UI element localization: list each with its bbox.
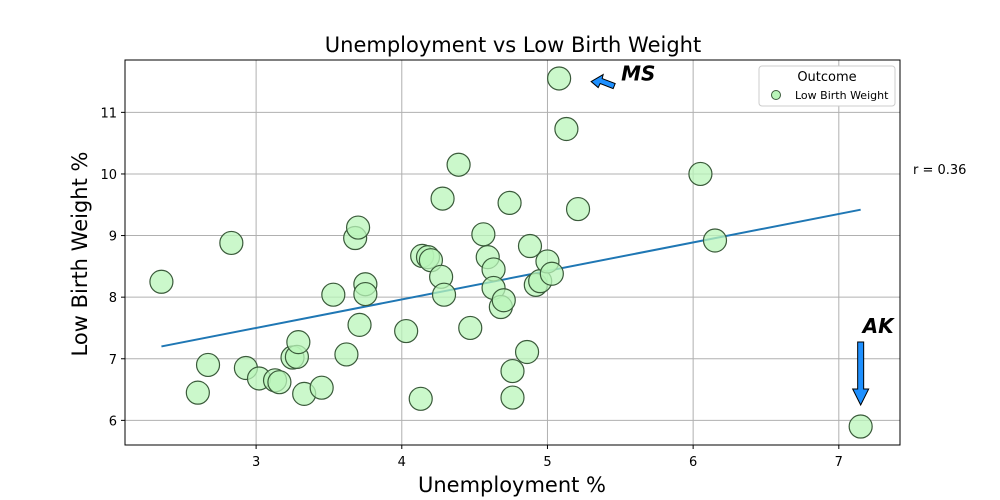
ms-annotation-label: MS	[621, 62, 655, 86]
data-points	[149, 66, 873, 439]
x-axis-label: Unemployment %	[418, 473, 606, 497]
data-point	[321, 282, 346, 307]
x-tick-label: 3	[252, 455, 260, 470]
data-point	[688, 161, 713, 187]
correlation-label: r = 0.36	[913, 163, 966, 178]
data-point	[219, 230, 244, 256]
annotations: MS AK	[590, 62, 895, 407]
y-axis-label: Low Birth Weight %	[68, 152, 92, 357]
data-point	[702, 228, 728, 253]
data-point	[514, 339, 540, 365]
ak-arrow	[851, 341, 870, 407]
data-point	[347, 312, 372, 337]
data-point	[547, 66, 572, 91]
data-point	[309, 375, 334, 400]
y-tick-label: 7	[109, 353, 117, 368]
data-point	[500, 358, 525, 384]
grid-lines	[125, 60, 900, 445]
data-point	[554, 116, 579, 142]
chart-title: Unemployment vs Low Birth Weight	[325, 33, 701, 57]
x-tick-label: 5	[543, 455, 551, 470]
legend-title: Outcome	[797, 70, 856, 85]
y-tick-label: 8	[109, 291, 117, 306]
legend: Outcome Low Birth Weight	[758, 65, 896, 107]
data-point	[848, 414, 873, 439]
data-point	[500, 385, 525, 410]
ms-arrow	[590, 73, 616, 90]
data-point	[565, 196, 591, 222]
plot-frame	[124, 59, 901, 446]
trendline	[161, 208, 861, 348]
data-point	[267, 370, 292, 395]
y-tick-label: 6	[109, 414, 117, 429]
data-point	[334, 342, 359, 367]
trendline-group	[161, 208, 861, 348]
data-point	[430, 186, 455, 211]
data-point	[471, 222, 496, 247]
data-point	[394, 318, 419, 344]
y-tick-label: 9	[109, 230, 117, 245]
data-point	[517, 233, 543, 259]
x-tick-label: 7	[835, 455, 843, 470]
data-point	[431, 282, 457, 307]
data-point	[345, 215, 371, 240]
legend-marker	[771, 90, 781, 100]
data-point	[149, 269, 174, 294]
data-point	[286, 330, 311, 355]
x-axis-ticks: 3 4 5 6 7	[252, 445, 843, 470]
data-point	[539, 261, 564, 286]
data-point	[491, 288, 516, 313]
legend-entry-label: Low Birth Weight	[795, 89, 889, 102]
data-point	[408, 386, 433, 411]
ak-annotation-label: AK	[861, 314, 895, 338]
y-axis-ticks: 6 7 8 9 10 11	[100, 106, 125, 429]
data-point	[353, 281, 378, 307]
y-tick-label: 11	[100, 106, 117, 121]
x-tick-label: 4	[398, 455, 406, 470]
data-point	[446, 152, 471, 177]
legend-box	[758, 65, 896, 107]
data-point	[185, 380, 210, 405]
x-tick-label: 6	[689, 455, 697, 470]
data-point	[497, 190, 522, 216]
data-point	[458, 315, 483, 341]
y-tick-label: 10	[100, 168, 117, 183]
data-point	[195, 352, 221, 378]
